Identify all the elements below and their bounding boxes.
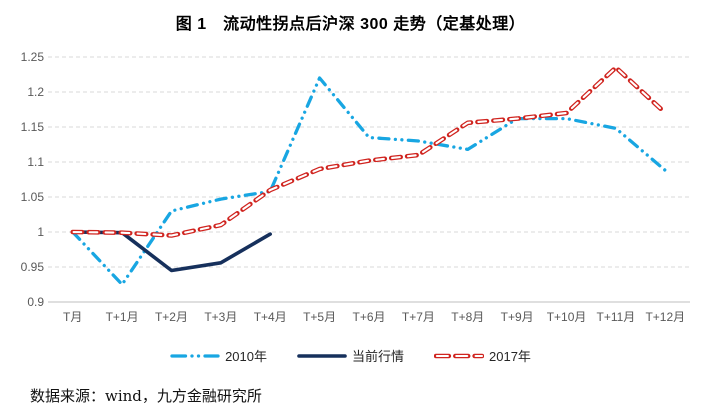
x-tick-label: T+11月	[597, 310, 636, 324]
x-tick-label: T+9月	[501, 310, 534, 324]
x-tick-label: T+7月	[402, 310, 435, 324]
y-tick-label: 1.05	[21, 190, 45, 204]
x-tick-label: T+8月	[451, 310, 484, 324]
x-tick-label: T+1月	[106, 310, 139, 324]
x-tick-label: T+3月	[204, 310, 237, 324]
x-tick-label: T+5月	[303, 310, 336, 324]
data-source-note: 数据来源：wind，九方金融研究所	[30, 387, 262, 405]
legend-line-sample-2010-icon	[170, 353, 220, 358]
x-tick-label: T+6月	[352, 310, 385, 324]
x-tick-label: T+4月	[254, 310, 287, 324]
legend-label-2017: 2017年	[489, 349, 531, 364]
y-tick-label: 0.95	[21, 260, 45, 274]
legend-line-sample-2017-icon	[434, 353, 484, 358]
legend-item-2017: 2017年	[434, 346, 531, 365]
y-tick-label: 1	[37, 225, 44, 239]
legend: 2010年 当前行情 2017年	[0, 346, 701, 365]
legend-label-current: 当前行情	[351, 349, 404, 364]
series-2010年	[71, 76, 667, 287]
y-tick-label: 1.1	[27, 155, 44, 169]
x-tick-label: T月	[63, 310, 82, 324]
legend-item-2010: 2010年	[170, 346, 267, 365]
y-tick-label: 1.2	[27, 85, 44, 99]
series-2017年	[70, 65, 668, 238]
legend-line-sample-current-icon	[297, 353, 347, 358]
x-tick-label: T+10月	[547, 310, 587, 324]
legend-label-2010: 2010年	[225, 349, 267, 364]
x-tick-label: T+2月	[155, 310, 188, 324]
legend-item-current: 当前行情	[297, 346, 404, 365]
y-tick-label: 1.25	[21, 50, 45, 64]
plot-area: 0.9 0.95 1 1.05 1.1 1.15 1.2 1.25 T月 T+1月 T+2月 T+3月…	[21, 50, 690, 324]
y-tick-label: 0.9	[27, 295, 44, 309]
x-tick-label: T+12月	[645, 310, 685, 324]
chart-title: 图 1 流动性拐点后沪深 300 走势（定基处理）	[175, 16, 526, 33]
y-tick-label: 1.15	[21, 120, 45, 134]
